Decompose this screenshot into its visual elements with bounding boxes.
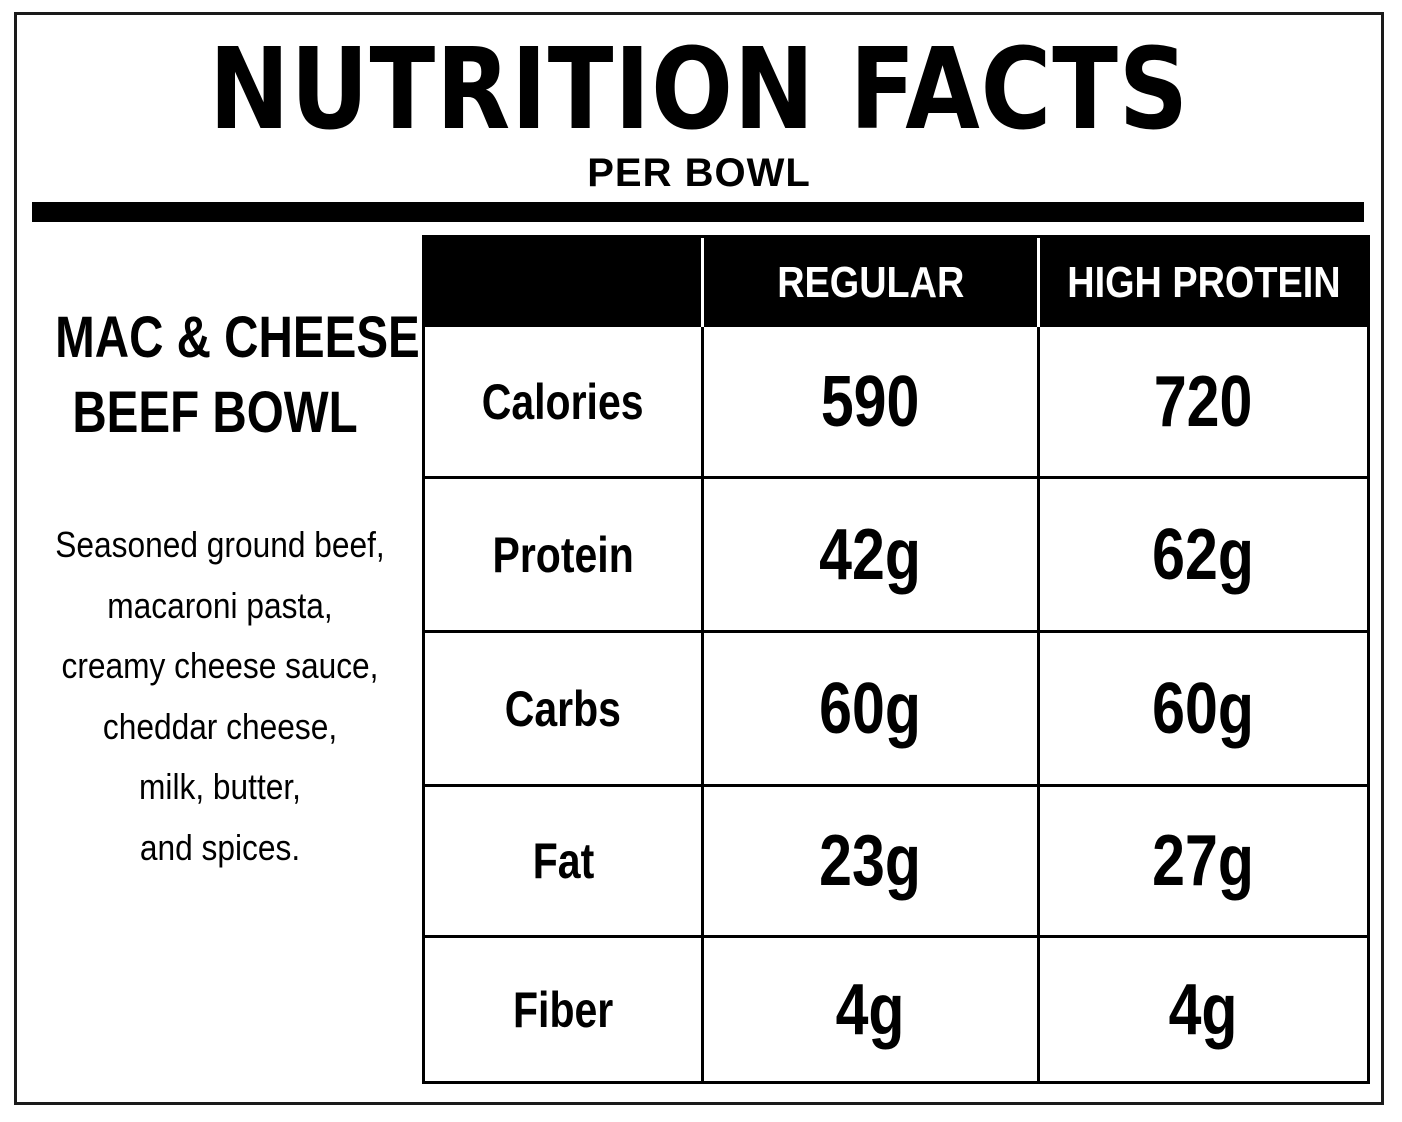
- column-header-high-protein: HIGH PROTEIN: [1040, 238, 1367, 327]
- label-border: [14, 12, 1384, 1105]
- table-row-label: Protein: [425, 479, 701, 630]
- table-row-label: Fat: [425, 787, 701, 935]
- fat-regular-value: 23g: [819, 821, 922, 901]
- header-divider: [1037, 238, 1040, 327]
- title-divider: [32, 202, 1364, 222]
- fiber-regular-value: 4g: [836, 969, 905, 1050]
- header-divider: [701, 238, 704, 327]
- table-cell-high-protein: 27g: [1040, 787, 1367, 935]
- product-name-line: BEEF BOWL: [72, 380, 358, 445]
- table-cell-high-protein: 720: [1040, 327, 1367, 476]
- row-divider: [425, 935, 1367, 938]
- product-name: MAC & CHEESE BEEF BOWL: [55, 300, 420, 450]
- table-cell-regular: 23g: [704, 787, 1037, 935]
- ingredients-description: Seasoned ground beef, macaroni pasta, cr…: [44, 515, 396, 878]
- column-divider: [1037, 327, 1040, 1084]
- table-cell-regular: 590: [704, 327, 1037, 476]
- ingredients-line: creamy cheese sauce,: [61, 645, 379, 686]
- column-header-high-protein-label: HIGH PROTEIN: [1066, 257, 1341, 307]
- nutrient-name-fiber: Fiber: [512, 981, 614, 1038]
- nutrient-name-carbs: Carbs: [504, 680, 622, 737]
- table-row-label: Carbs: [425, 633, 701, 784]
- column-header-regular-label: REGULAR: [776, 257, 965, 307]
- protein-regular-value: 42g: [819, 514, 922, 595]
- table-cell-regular: 60g: [704, 633, 1037, 784]
- table-header-row: REGULAR HIGH PROTEIN: [425, 238, 1367, 327]
- row-divider: [425, 476, 1367, 479]
- calories-high-protein-value: 720: [1154, 361, 1253, 442]
- header-cell-empty: [425, 238, 701, 327]
- product-name-line: MAC & CHEESE: [55, 305, 420, 370]
- table-cell-regular: 42g: [704, 479, 1037, 630]
- carbs-high-protein-value: 60g: [1152, 668, 1255, 749]
- nutrient-name-calories: Calories: [482, 373, 644, 430]
- nutrient-name-fat: Fat: [532, 833, 594, 889]
- ingredients-line: milk, butter,: [139, 766, 301, 807]
- ingredients-line: cheddar cheese,: [102, 705, 338, 747]
- calories-regular-value: 590: [821, 361, 920, 442]
- fat-high-protein-value: 27g: [1152, 821, 1255, 901]
- nutrition-table: REGULAR HIGH PROTEIN Calories 590 720 Pr…: [422, 235, 1370, 1084]
- ingredients-line: macaroni pasta,: [107, 584, 333, 626]
- ingredients-line: Seasoned ground beef,: [55, 524, 385, 565]
- page-title: NUTRITION FACTS: [208, 25, 1190, 155]
- carbs-regular-value: 60g: [819, 668, 922, 749]
- table-cell-high-protein: 62g: [1040, 479, 1367, 630]
- serving-basis: PER BOWL: [587, 151, 811, 195]
- column-header-regular: REGULAR: [704, 238, 1037, 327]
- fiber-high-protein-value: 4g: [1169, 969, 1238, 1050]
- row-divider: [425, 630, 1367, 633]
- column-divider: [701, 327, 704, 1084]
- table-cell-high-protein: 60g: [1040, 633, 1367, 784]
- ingredients-line: and spices.: [139, 826, 301, 868]
- table-row-label: Calories: [425, 327, 701, 476]
- table-cell-high-protein: 4g: [1040, 938, 1367, 1081]
- protein-high-protein-value: 62g: [1152, 514, 1255, 595]
- row-divider: [425, 784, 1367, 787]
- table-cell-regular: 4g: [704, 938, 1037, 1081]
- table-row-label: Fiber: [425, 938, 701, 1081]
- nutrient-name-protein: Protein: [492, 526, 634, 583]
